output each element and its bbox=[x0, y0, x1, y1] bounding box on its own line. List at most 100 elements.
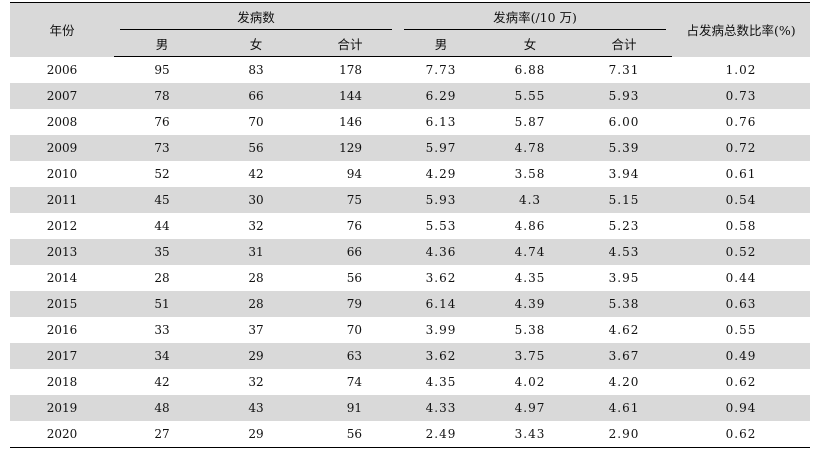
header-rate-female: 女 bbox=[484, 30, 577, 57]
cell-cases-male: 27 bbox=[114, 421, 210, 448]
cell-rate-total: 2.90 bbox=[576, 421, 673, 448]
cell-ratio: 0.61 bbox=[725, 167, 757, 181]
cell-cases-total: 56 bbox=[346, 271, 363, 285]
cell-rate-total: 4.61 bbox=[576, 395, 673, 421]
header-rate-group: 发病率(/10 万) bbox=[398, 2, 673, 30]
cell-rate-female: 6.88 bbox=[514, 63, 546, 77]
table-row: 2014 28 28 56 3.62 4.35 3.95 0.44 bbox=[10, 265, 810, 291]
cell-year: 2007 bbox=[10, 83, 114, 109]
cell-cases-male: 95 bbox=[154, 63, 170, 77]
cell-year: 2008 bbox=[46, 115, 78, 129]
cell-cases-female: 43 bbox=[210, 395, 302, 421]
cell-cases-female: 28 bbox=[248, 271, 264, 285]
header-rate-male: 男 bbox=[398, 30, 485, 57]
cell-cases-female: 31 bbox=[210, 239, 302, 265]
cell-ratio: 0.73 bbox=[672, 83, 811, 109]
cell-year: 2009 bbox=[10, 135, 114, 161]
cell-ratio: 0.54 bbox=[672, 187, 811, 213]
cell-cases-total: 56 bbox=[302, 421, 399, 448]
cell-rate-female: 4.86 bbox=[514, 219, 546, 233]
cell-rate-female: 4.74 bbox=[484, 239, 577, 265]
cell-year: 2010 bbox=[46, 167, 78, 181]
header-ratio: 占发病总数比率(%) bbox=[672, 2, 811, 57]
table-row: 2018 42 32 74 4.35 4.02 4.20 0.62 bbox=[10, 369, 810, 395]
cell-cases-male: 76 bbox=[154, 115, 170, 129]
cell-year: 2016 bbox=[46, 323, 78, 337]
cell-cases-male: 73 bbox=[114, 135, 210, 161]
table-row: 2016 33 37 70 3.99 5.38 4.62 0.55 bbox=[10, 317, 810, 343]
cell-year: 2015 bbox=[10, 291, 114, 317]
cell-ratio: 0.94 bbox=[672, 395, 811, 421]
table-row: 2010 52 42 94 4.29 3.58 3.94 0.61 bbox=[10, 161, 810, 187]
cell-rate-male: 4.29 bbox=[425, 167, 457, 181]
table-body: 2006 95 83 178 7.73 6.88 7.31 1.02 2007 78 66 144 6.… bbox=[10, 57, 811, 448]
table-row: 2011 45 30 75 5.93 4.3 5.15 0.54 bbox=[10, 187, 811, 213]
cell-rate-male: 3.62 bbox=[425, 271, 457, 285]
table-row: 2019 48 43 91 4.33 4.97 4.61 0.94 bbox=[10, 395, 811, 421]
cell-cases-female: 28 bbox=[210, 291, 302, 317]
table-row: 2012 44 32 76 5.53 4.86 5.23 0.58 bbox=[10, 213, 810, 239]
cell-rate-male: 4.35 bbox=[425, 375, 457, 389]
cell-rate-male: 6.14 bbox=[398, 291, 485, 317]
cell-year: 2020 bbox=[10, 421, 114, 448]
cell-cases-total: 91 bbox=[302, 395, 399, 421]
cell-year: 2018 bbox=[46, 375, 78, 389]
cell-rate-male: 4.33 bbox=[398, 395, 485, 421]
cell-year: 2012 bbox=[46, 219, 78, 233]
cell-rate-female: 4.02 bbox=[514, 375, 546, 389]
cell-ratio: 0.63 bbox=[672, 291, 811, 317]
header-cases-group: 发病数 bbox=[114, 2, 399, 30]
cell-rate-female: 5.38 bbox=[514, 323, 546, 337]
cell-rate-total: 4.53 bbox=[576, 239, 673, 265]
cell-rate-female: 4.3 bbox=[484, 187, 577, 213]
cell-rate-male: 3.99 bbox=[425, 323, 457, 337]
cell-cases-total: 178 bbox=[339, 63, 363, 77]
cell-rate-total: 6.00 bbox=[608, 115, 640, 129]
cell-cases-female: 56 bbox=[210, 135, 302, 161]
cell-rate-female: 3.58 bbox=[514, 167, 546, 181]
cell-cases-female: 37 bbox=[248, 323, 264, 337]
cell-cases-total: 74 bbox=[346, 375, 363, 389]
cell-rate-male: 4.36 bbox=[398, 239, 485, 265]
cell-rate-total: 3.94 bbox=[608, 167, 640, 181]
cell-cases-total: 146 bbox=[339, 115, 363, 129]
header-cases-female: 女 bbox=[210, 30, 302, 57]
cell-rate-total: 5.15 bbox=[576, 187, 673, 213]
cell-ratio: 0.76 bbox=[725, 115, 757, 129]
cell-ratio: 0.55 bbox=[725, 323, 757, 337]
cell-rate-female: 5.55 bbox=[484, 83, 577, 109]
cell-rate-total: 4.20 bbox=[608, 375, 640, 389]
cell-cases-total: 94 bbox=[346, 167, 363, 181]
header-cases-total: 合计 bbox=[302, 30, 399, 57]
cell-cases-female: 30 bbox=[210, 187, 302, 213]
cell-rate-female: 3.43 bbox=[484, 421, 577, 448]
cell-cases-male: 34 bbox=[114, 343, 210, 369]
cell-cases-total: 144 bbox=[302, 83, 399, 109]
cell-rate-male: 2.49 bbox=[398, 421, 485, 448]
table-row: 2015 51 28 79 6.14 4.39 5.38 0.63 bbox=[10, 291, 811, 317]
header-year: 年份 bbox=[10, 2, 114, 57]
cell-year: 2017 bbox=[10, 343, 114, 369]
cell-rate-total: 5.23 bbox=[608, 219, 640, 233]
cell-cases-female: 29 bbox=[210, 343, 302, 369]
table-row: 2020 27 29 56 2.49 3.43 2.90 0.62 bbox=[10, 421, 811, 448]
cell-cases-total: 63 bbox=[302, 343, 399, 369]
cell-rate-male: 6.29 bbox=[398, 83, 485, 109]
cell-cases-male: 28 bbox=[154, 271, 170, 285]
cell-rate-female: 4.39 bbox=[484, 291, 577, 317]
cell-rate-total: 3.67 bbox=[576, 343, 673, 369]
cell-cases-male: 33 bbox=[154, 323, 170, 337]
table-row: 2008 76 70 146 6.13 5.87 6.00 0.76 bbox=[10, 109, 810, 135]
cell-rate-female: 4.35 bbox=[514, 271, 546, 285]
cell-cases-female: 42 bbox=[248, 167, 264, 181]
cell-cases-total: 129 bbox=[302, 135, 399, 161]
data-table-container: 年份 发病数 发病率(/10 万) 占发病总数比率(%) 男 女 合计 男 女 … bbox=[10, 2, 811, 448]
cell-rate-total: 3.95 bbox=[608, 271, 640, 285]
cell-rate-total: 5.38 bbox=[576, 291, 673, 317]
cell-rate-total: 7.31 bbox=[608, 63, 640, 77]
cell-cases-male: 35 bbox=[114, 239, 210, 265]
cell-cases-female: 32 bbox=[248, 375, 264, 389]
cell-year: 2013 bbox=[10, 239, 114, 265]
table-header: 年份 发病数 发病率(/10 万) 占发病总数比率(%) 男 女 合计 男 女 … bbox=[10, 2, 811, 57]
table-row: 2009 73 56 129 5.97 4.78 5.39 0.72 bbox=[10, 135, 811, 161]
